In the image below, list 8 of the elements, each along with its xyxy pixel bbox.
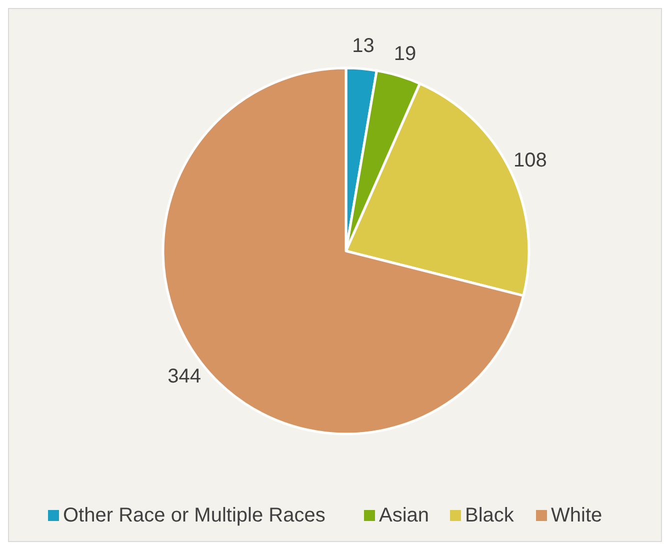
data-label: 344 bbox=[168, 365, 201, 388]
data-label: 108 bbox=[514, 149, 547, 172]
data-label: 19 bbox=[394, 42, 416, 65]
legend-label: Asian bbox=[379, 504, 430, 526]
data-label: 13 bbox=[352, 35, 374, 58]
legend-label: Black bbox=[465, 504, 515, 526]
legend-label: White bbox=[551, 504, 602, 526]
legend-label: Other Race or Multiple Races bbox=[63, 504, 326, 526]
